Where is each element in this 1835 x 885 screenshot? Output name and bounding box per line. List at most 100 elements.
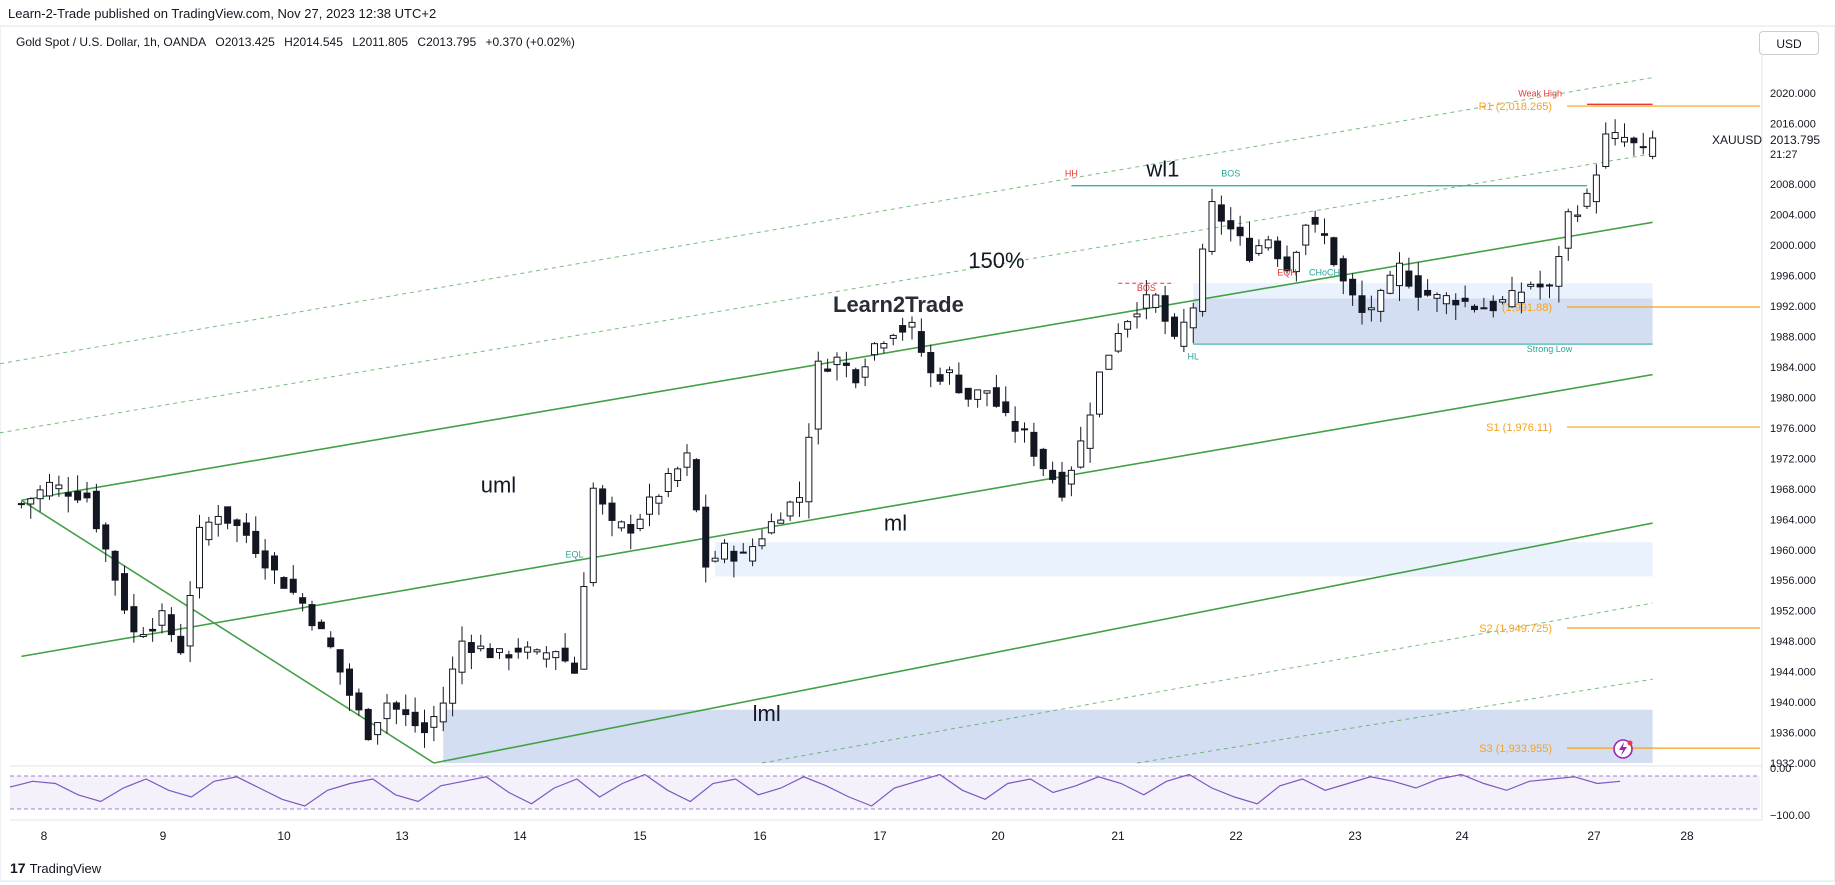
annotation-layer: wl1 150% uml ml lml HH BOS BOS EQH CHoCH HL Strong …	[481, 89, 1573, 726]
annotation-uml: uml	[481, 473, 516, 498]
currency-button[interactable]: USD	[1759, 31, 1819, 55]
tradingview-footer[interactable]: 17 TradingView	[10, 860, 101, 876]
candle-body	[271, 555, 278, 571]
candle-body	[336, 649, 344, 673]
candle-body	[1508, 290, 1516, 308]
candle-body	[374, 722, 382, 736]
candle-body	[1583, 192, 1591, 207]
candle-body	[486, 647, 494, 659]
rsi-tick-label: 0.00	[1770, 763, 1791, 775]
candle-body	[1086, 414, 1094, 449]
candle-body	[458, 640, 466, 673]
candle-body	[1236, 226, 1244, 237]
pivot-label: S3 (1,933.955)	[1479, 743, 1552, 755]
candle-body	[758, 538, 766, 547]
annotation-hl: HL	[1187, 351, 1199, 361]
channel-line	[20, 499, 435, 764]
candle-body	[889, 334, 897, 339]
candle-body	[899, 325, 907, 333]
candle-body	[1096, 371, 1103, 415]
candle-body	[1471, 305, 1478, 311]
annotation-wl1: wl1	[1145, 157, 1179, 182]
candle-body	[580, 585, 588, 670]
y-tick-label: 1972.000	[1770, 453, 1816, 465]
rsi-tick-label: −100.00	[1770, 810, 1810, 822]
candle-body	[74, 490, 82, 501]
x-tick-label: 15	[633, 829, 647, 843]
candle-body	[824, 368, 832, 372]
y-tick-label: 1992.000	[1770, 301, 1816, 313]
candle-body	[1536, 283, 1544, 288]
candle-body	[1339, 258, 1347, 282]
candle-body	[149, 628, 157, 632]
candle-body	[467, 642, 475, 653]
y-tick-label: 1952.000	[1770, 606, 1816, 618]
y-tick-label: 1948.000	[1770, 636, 1816, 648]
candle-body	[205, 521, 213, 541]
candle-body	[589, 487, 597, 584]
candle-body	[917, 331, 925, 353]
y-tick-label: 1944.000	[1770, 667, 1816, 679]
candle-body	[1292, 251, 1300, 273]
candle-body	[1002, 401, 1010, 414]
candle-body	[242, 522, 250, 536]
candle-body	[252, 530, 260, 555]
candle-body	[1114, 333, 1122, 352]
annotation-bos: BOS	[1137, 283, 1156, 293]
x-tick-label: 16	[753, 829, 767, 843]
candle-body	[224, 506, 232, 524]
channel-line	[21, 373, 1653, 658]
y-tick-label: 1940.000	[1770, 697, 1816, 709]
y-tick-label: 2000.000	[1770, 240, 1816, 252]
candle-body	[1302, 224, 1310, 246]
candle-body	[421, 722, 428, 734]
candle-body	[1142, 294, 1150, 309]
candle-body	[908, 321, 916, 328]
y-tick-label: 1984.000	[1770, 362, 1816, 374]
warning-line	[1136, 678, 1653, 764]
candle-body	[674, 468, 682, 482]
candle-body	[308, 604, 316, 627]
annotation-lml: lml	[753, 701, 781, 726]
candle-body	[514, 647, 522, 653]
candle-body	[1517, 291, 1525, 304]
candle-body	[552, 651, 560, 659]
candle-body	[1283, 256, 1291, 272]
candle-body	[1442, 295, 1450, 305]
candle-body	[946, 369, 953, 374]
candle-body	[1039, 448, 1047, 470]
alert-icon[interactable]	[1613, 739, 1633, 759]
candle-body	[261, 550, 269, 569]
candle-body	[1367, 307, 1375, 311]
tradingview-logo-icon: 17	[10, 860, 26, 876]
candle-body	[983, 390, 991, 394]
candle-body	[1189, 307, 1197, 329]
y-tick-label: 1988.000	[1770, 332, 1816, 344]
candle-body	[1067, 469, 1075, 485]
symbol-title[interactable]: Gold Spot / U.S. Dollar, 1h, OANDA	[16, 35, 207, 49]
candle-body	[636, 518, 644, 529]
candle-body	[1433, 294, 1441, 299]
candle-body	[1058, 471, 1066, 498]
candle-body	[1124, 321, 1132, 330]
x-tick-label: 17	[873, 829, 887, 843]
candle-body	[392, 702, 400, 710]
candle-body	[130, 606, 138, 633]
candle-body	[852, 369, 860, 384]
candle-body	[1414, 275, 1422, 298]
y-tick-label: 2020.000	[1770, 88, 1816, 100]
zone-layer	[443, 283, 1653, 763]
close-value: C2013.795	[417, 35, 477, 49]
candle-body	[1077, 440, 1085, 468]
pivot-label: S2 (1,949.725)	[1479, 623, 1552, 635]
candle-body	[1021, 428, 1028, 431]
candle-body	[1246, 237, 1253, 261]
rsi-line	[9, 773, 1621, 807]
annotation-ml: ml	[884, 511, 907, 536]
candle-body	[1452, 299, 1460, 306]
candle-body	[1396, 262, 1403, 287]
warning-line	[761, 602, 1653, 764]
candle-body	[346, 668, 353, 696]
y-tick-label: 1996.000	[1770, 271, 1816, 283]
